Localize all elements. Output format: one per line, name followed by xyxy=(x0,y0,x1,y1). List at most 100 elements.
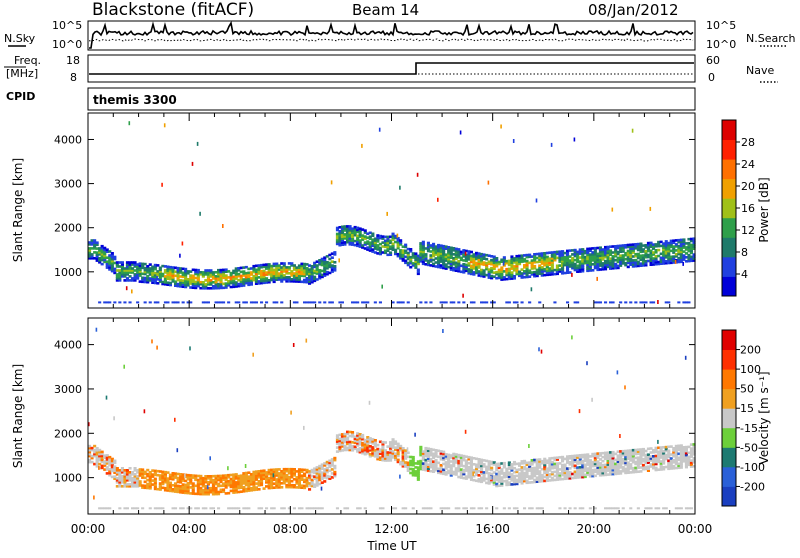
heatmap-cell xyxy=(558,270,562,273)
heatmap-cell xyxy=(480,301,484,304)
heatmap-cell xyxy=(191,482,195,485)
heatmap-cell xyxy=(353,439,357,443)
heatmap-cell xyxy=(346,225,350,228)
heatmap-cell xyxy=(128,279,132,282)
heatmap-cell xyxy=(242,482,246,485)
heatmap-cell xyxy=(335,450,339,453)
heatmap-cell xyxy=(166,265,170,269)
heatmap-cell xyxy=(252,470,256,474)
heatmap-cell xyxy=(282,481,286,485)
heatmap-cell xyxy=(538,258,542,262)
heatmap-cell xyxy=(305,278,309,282)
heatmap-cell xyxy=(335,440,339,443)
heatmap-cell xyxy=(310,269,314,272)
heatmap-cell xyxy=(217,478,221,482)
heatmap-cell xyxy=(419,301,423,304)
heatmap-cell xyxy=(292,468,296,471)
heatmap-cell xyxy=(254,301,258,304)
heatmap-cell xyxy=(626,453,630,456)
heatmap-cell xyxy=(588,265,592,268)
heatmap-cell xyxy=(566,269,570,272)
heatmap-cell xyxy=(118,301,122,304)
heatmap-cell xyxy=(588,463,592,466)
heatmap-cell xyxy=(469,258,473,262)
heatmap-cell xyxy=(348,231,352,234)
heatmap-cell xyxy=(358,243,362,246)
heatmap-cell xyxy=(229,279,233,283)
heatmap-cell xyxy=(300,274,304,278)
heatmap-cell xyxy=(434,247,438,250)
heatmap-cell xyxy=(224,484,228,487)
heatmap-cell xyxy=(100,507,104,510)
heatmap-cell xyxy=(533,255,537,258)
heatmap-cell xyxy=(383,243,387,247)
heatmap-cell xyxy=(467,467,471,471)
heatmap-cell xyxy=(340,243,344,246)
heatmap-cell xyxy=(667,301,671,304)
heatmap-cell xyxy=(396,240,400,244)
heatmap-cell xyxy=(254,488,258,491)
heatmap-cell xyxy=(254,486,258,489)
heatmap-cell xyxy=(652,458,656,462)
heatmap-cell xyxy=(123,301,127,304)
heatmap-cell xyxy=(447,253,451,257)
heatmap-cell xyxy=(616,507,620,510)
colorbar-segment xyxy=(722,159,736,180)
heatmap-cell xyxy=(409,261,413,265)
heatmap-cell xyxy=(394,446,398,449)
heatmap-cell xyxy=(239,478,243,481)
heatmap-cell xyxy=(667,465,671,469)
heatmap-cell xyxy=(118,475,122,478)
heatmap-cell xyxy=(310,278,314,282)
heatmap-cell xyxy=(437,261,441,265)
heatmap-cell xyxy=(649,257,653,260)
heatmap-cell xyxy=(229,473,233,477)
heatmap-cell xyxy=(646,453,650,456)
heatmap-cell xyxy=(153,271,157,275)
heatmap-cell xyxy=(287,467,291,471)
heatmap-cell xyxy=(260,483,264,487)
heatmap-cell xyxy=(98,456,102,460)
heatmap-cell xyxy=(265,479,269,482)
heatmap-cell xyxy=(558,250,562,253)
heatmap-cell xyxy=(211,507,215,510)
heatmap-cell xyxy=(280,268,284,271)
heatmap-cell xyxy=(649,463,653,466)
heatmap-cell xyxy=(596,258,600,262)
heatmap-cell xyxy=(404,451,408,454)
heatmap-cell xyxy=(469,507,473,510)
heatmap-cell xyxy=(227,284,231,287)
heatmap-cell xyxy=(280,270,284,273)
heatmap-cell xyxy=(571,259,575,262)
heatmap-cell xyxy=(131,483,135,486)
heatmap-cell xyxy=(469,462,473,465)
heatmap-cell xyxy=(495,472,499,476)
heatmap-cell xyxy=(550,462,554,466)
heatmap-cell xyxy=(239,474,243,477)
heatmap-cell xyxy=(636,470,640,473)
colorbar-segment xyxy=(722,486,736,507)
heatmap-cell xyxy=(378,448,382,451)
heatmap-cell xyxy=(211,271,215,274)
heatmap-cell xyxy=(679,252,683,256)
heatmap-cell xyxy=(631,245,635,248)
heatmap-cell xyxy=(267,280,271,284)
heatmap-cell xyxy=(136,477,140,480)
heatmap-cell xyxy=(505,271,509,275)
heatmap-cell xyxy=(305,280,309,284)
heatmap-cell xyxy=(275,480,279,483)
heatmap-cell xyxy=(351,237,355,240)
heatmap-cell xyxy=(497,480,501,483)
heatmap-cell xyxy=(573,460,577,464)
heatmap-cell xyxy=(432,464,436,467)
heatmap-cell xyxy=(469,272,473,276)
heatmap-cell xyxy=(621,465,625,469)
heatmap-cell xyxy=(353,441,357,445)
heatmap-cell xyxy=(348,440,352,444)
heatmap-cell xyxy=(396,301,400,304)
heatmap-cell xyxy=(563,251,567,255)
heatmap-cell xyxy=(277,486,281,489)
heatmap-cell xyxy=(437,245,441,249)
heatmap-cell xyxy=(563,257,567,261)
heatmap-cell xyxy=(201,490,205,494)
